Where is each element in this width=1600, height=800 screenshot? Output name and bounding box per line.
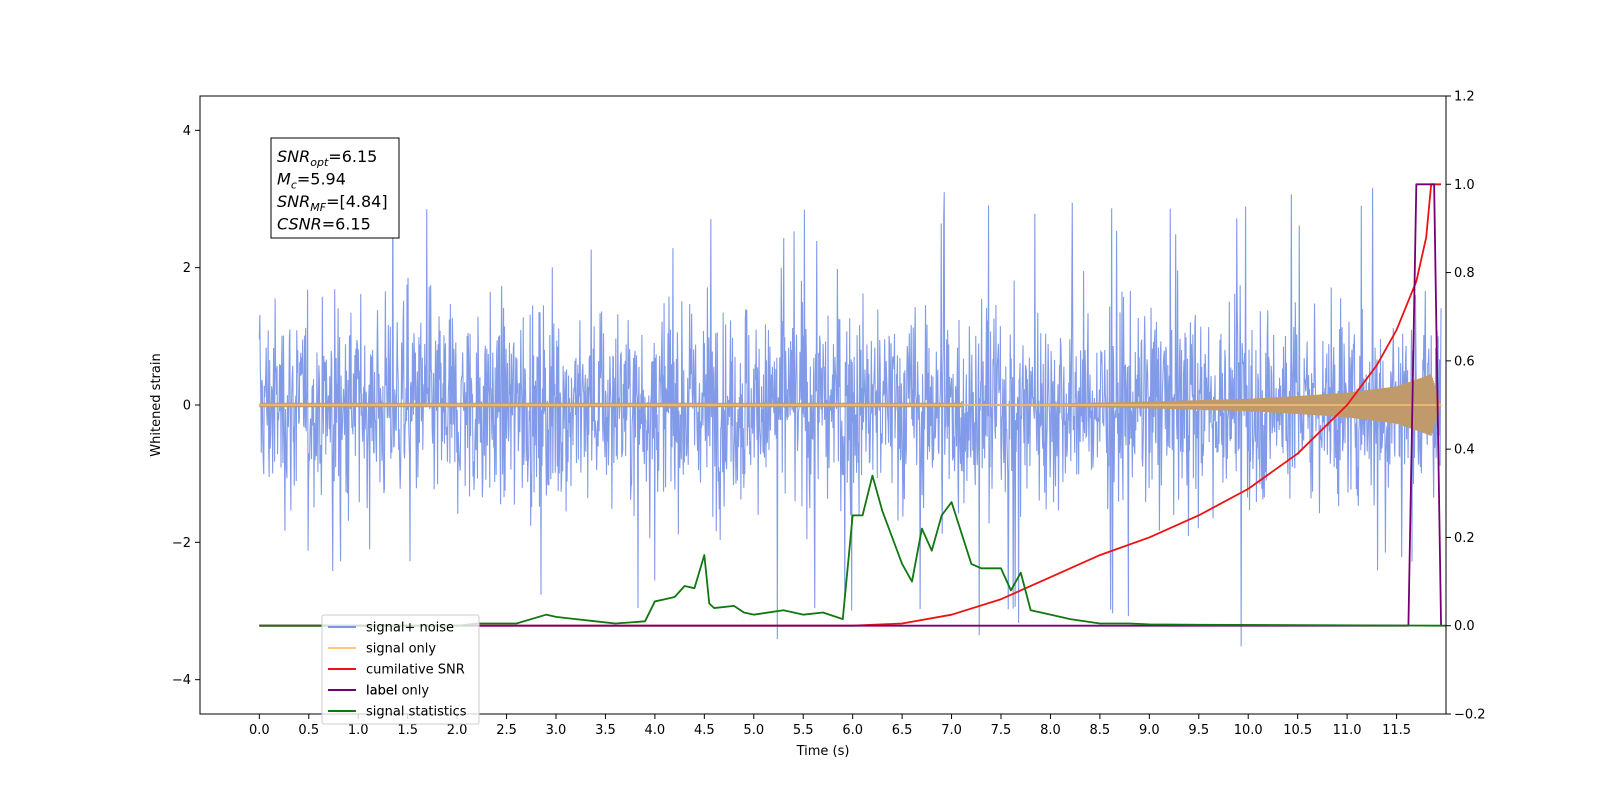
x-tick-label: 11.0: [1333, 723, 1362, 738]
x-tick-label: 8.5: [1090, 723, 1111, 738]
x-tick-label: 11.5: [1382, 723, 1411, 738]
y-left-tick-label: 2: [183, 261, 191, 276]
y-right-tick-label: 0.4: [1454, 443, 1475, 458]
annotation-line: CSNR=6.15: [277, 215, 371, 234]
y-right-tick-label: 0.0: [1454, 619, 1475, 634]
y-right-tick-label: 0.8: [1454, 266, 1475, 281]
y-right-tick-label: −0.2: [1454, 708, 1486, 723]
legend-item-signal-only-text: signal only: [366, 642, 436, 657]
legend: signal+ noise signal only cumilative SNR la…: [321, 614, 480, 725]
x-tick-label: 10.0: [1234, 723, 1263, 738]
plot-data-layer: [258, 174, 1446, 647]
x-tick-label: 10.5: [1283, 723, 1312, 738]
y-right-tick-label: 0.6: [1454, 354, 1475, 369]
y-left-tick-label: −4: [172, 673, 191, 688]
x-tick-label: 1.5: [397, 723, 418, 738]
y-axis-label: Whitened strain: [149, 353, 164, 456]
legend-item-cumulative-snr-text: cumilative SNR: [366, 663, 465, 678]
y-left-tick-label: −2: [172, 536, 191, 551]
y-right-tick-label: 1.2: [1454, 90, 1475, 105]
series-signal-only-line: [258, 374, 1442, 436]
y-right-tick-label: 0.2: [1454, 531, 1475, 546]
annotation-box-frame: [270, 137, 400, 239]
x-tick-label: 1.0: [348, 723, 369, 738]
x-tick-label: 5.0: [743, 723, 764, 738]
x-tick-label: 8.0: [1040, 723, 1061, 738]
axes-layer: 0.0 0.5 1.0 1.5 2.0 2.5 3.0 3.5 4.0 4.5 5.0 5.5 6.0 6…: [172, 90, 1486, 739]
x-tick-label: 0.5: [298, 723, 319, 738]
legend-item-signal-plus-noise-text: signal+ noise: [366, 621, 454, 636]
series-signal-statistics-line: [259, 474, 1446, 627]
legend-item-label-text: label: [366, 684, 397, 699]
x-tick-label: 7.0: [941, 723, 962, 738]
annotation-line: SNRopt=6.15: [277, 147, 377, 169]
x-tick-label: 0.0: [249, 723, 270, 738]
x-tick-label: 2.0: [447, 723, 468, 738]
annotation-line: SNRMF=[4.84]: [277, 192, 388, 214]
y-left-tick-label: 0: [183, 399, 191, 414]
x-tick-label: 3.0: [546, 723, 567, 738]
series-label-line: [259, 183, 1442, 627]
x-tick-label: 9.0: [1139, 723, 1160, 738]
x-axis-label: Time (s): [796, 744, 850, 759]
x-tick-label: 9.5: [1188, 723, 1209, 738]
legend-item-signal-statistics-text: signal statistics: [366, 705, 467, 720]
x-tick-label: 6.5: [892, 723, 913, 738]
y-right-tick-label: 1.0: [1454, 178, 1475, 193]
x-tick-label: 4.5: [694, 723, 715, 738]
x-tick-label: 4.0: [645, 723, 666, 738]
x-tick-label: 2.5: [496, 723, 517, 738]
annotation-line: Mc=5.94: [277, 170, 346, 192]
x-tick-label: 3.5: [595, 723, 616, 738]
x-tick-label: 5.5: [793, 723, 814, 738]
series-signal-plus-noise-line: [258, 174, 1442, 647]
legend-item-label-only-text: label only: [366, 684, 429, 699]
series-cumulative-snr-line: [259, 183, 1442, 627]
x-tick-label: 7.5: [991, 723, 1012, 738]
legend-frame: [321, 614, 480, 725]
y-left-tick-label: 4: [183, 124, 191, 139]
x-tick-label: 6.0: [842, 723, 863, 738]
